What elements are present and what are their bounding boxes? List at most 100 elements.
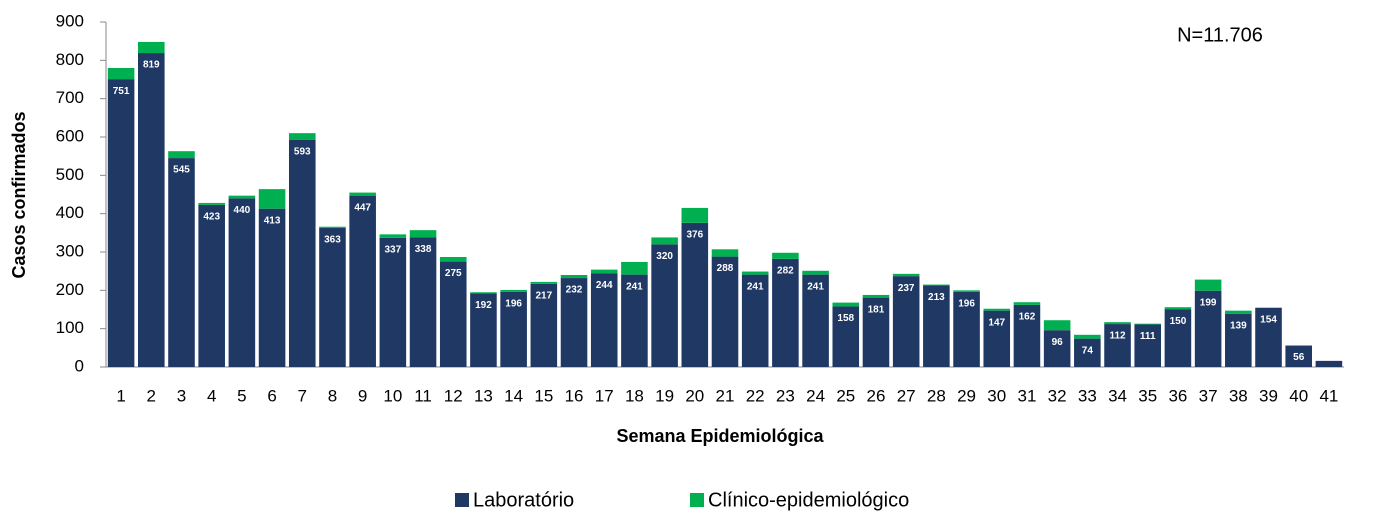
value-label: 181 (868, 304, 885, 315)
bar-segment (953, 291, 980, 367)
value-label: 74 (1082, 345, 1094, 356)
x-tick-label: 14 (504, 386, 523, 405)
y-axis-title: Casos confirmados (9, 111, 29, 278)
bar-segment (409, 230, 437, 238)
x-tick-label: 27 (897, 386, 916, 405)
value-label: 447 (354, 202, 371, 213)
bar-segment (1164, 307, 1192, 310)
bar-segment (1194, 290, 1222, 367)
value-label: 751 (113, 86, 130, 97)
value-label: 196 (958, 299, 975, 310)
x-tick-label: 34 (1108, 386, 1127, 405)
x-tick-label: 39 (1259, 386, 1278, 405)
bar-segment (892, 273, 920, 277)
x-tick-label: 16 (565, 386, 584, 405)
value-label: 593 (294, 146, 311, 157)
value-label: 112 (1109, 331, 1126, 342)
value-label: 147 (988, 317, 1005, 328)
x-tick-label: 5 (237, 386, 246, 405)
bar-segment (1013, 302, 1041, 305)
bar-segment (711, 256, 739, 367)
x-tick-label: 40 (1289, 386, 1308, 405)
bar-segment (862, 294, 890, 298)
y-tick-label: 700 (56, 88, 84, 107)
bar-segment (983, 308, 1011, 311)
y-tick-label: 900 (56, 11, 84, 30)
bar-segment (1315, 360, 1343, 367)
bar-segment (772, 252, 799, 259)
bar-segment (500, 291, 527, 367)
value-label: 244 (596, 280, 613, 291)
bar-segment (470, 293, 497, 367)
bar-segment (470, 292, 497, 294)
bar-segment (681, 222, 709, 367)
bar-segment (1043, 330, 1071, 367)
x-tick-label: 33 (1078, 386, 1097, 405)
value-label: 139 (1230, 320, 1247, 331)
bar-segment (1255, 307, 1282, 367)
value-label: 423 (203, 211, 220, 222)
value-label: 288 (717, 263, 734, 274)
y-tick-label: 200 (56, 280, 84, 299)
bar-segment (560, 278, 588, 367)
legend-swatch (690, 493, 704, 507)
bar-segment (802, 274, 829, 367)
value-label: 241 (807, 281, 824, 292)
bar-segment (983, 310, 1011, 367)
bar-segment (1225, 313, 1252, 367)
value-label: 150 (1170, 316, 1187, 327)
y-tick-label: 100 (56, 318, 84, 337)
bar-segment (107, 79, 135, 367)
x-tick-label: 25 (836, 386, 855, 405)
bar-segment (651, 237, 678, 245)
x-tick-label: 12 (444, 386, 463, 405)
bar-segment (802, 270, 829, 275)
x-tick-label: 4 (207, 386, 216, 405)
value-label: 413 (264, 215, 281, 226)
value-label: 337 (385, 244, 402, 255)
x-tick-label: 37 (1199, 386, 1218, 405)
bar-segment (138, 41, 165, 54)
x-tick-label: 36 (1168, 386, 1187, 405)
bar-segment (1074, 338, 1101, 367)
value-label: 241 (626, 281, 643, 292)
value-label: 241 (747, 281, 764, 292)
value-label: 545 (173, 165, 190, 176)
bar-segment (288, 139, 316, 367)
bar-segment (258, 208, 286, 367)
x-tick-label: 2 (147, 386, 156, 405)
x-tick-label: 28 (927, 386, 946, 405)
x-tick-label: 9 (358, 386, 367, 405)
bar-segment (1013, 304, 1041, 367)
value-label: 217 (535, 290, 552, 301)
x-tick-label: 3 (177, 386, 186, 405)
bar-segment (439, 256, 467, 262)
bar-segment (409, 237, 437, 367)
x-tick-label: 17 (595, 386, 614, 405)
x-tick-label: 23 (776, 386, 795, 405)
bar-segment (832, 302, 860, 307)
bar-segment (1134, 323, 1162, 325)
x-tick-label: 10 (383, 386, 402, 405)
bar-segment (439, 261, 467, 367)
y-tick-label: 500 (56, 165, 84, 184)
x-tick-label: 26 (867, 386, 886, 405)
annotation: N=11.706 (1177, 24, 1263, 46)
bar-segment (500, 289, 527, 292)
value-label: 154 (1260, 315, 1277, 326)
value-label: 440 (234, 205, 251, 216)
x-tick-label: 13 (474, 386, 493, 405)
bar-segment (349, 195, 376, 367)
bar-segment (711, 249, 739, 257)
x-tick-label: 32 (1048, 386, 1067, 405)
x-tick-label: 24 (806, 386, 825, 405)
value-label: 56 (1293, 352, 1305, 363)
bar-segment (107, 68, 135, 80)
value-label: 376 (686, 230, 703, 241)
bar-segment (590, 269, 618, 274)
bar-segment (741, 274, 769, 367)
bar-segment (168, 151, 195, 159)
x-tick-label: 30 (987, 386, 1006, 405)
value-label: 199 (1200, 297, 1217, 308)
